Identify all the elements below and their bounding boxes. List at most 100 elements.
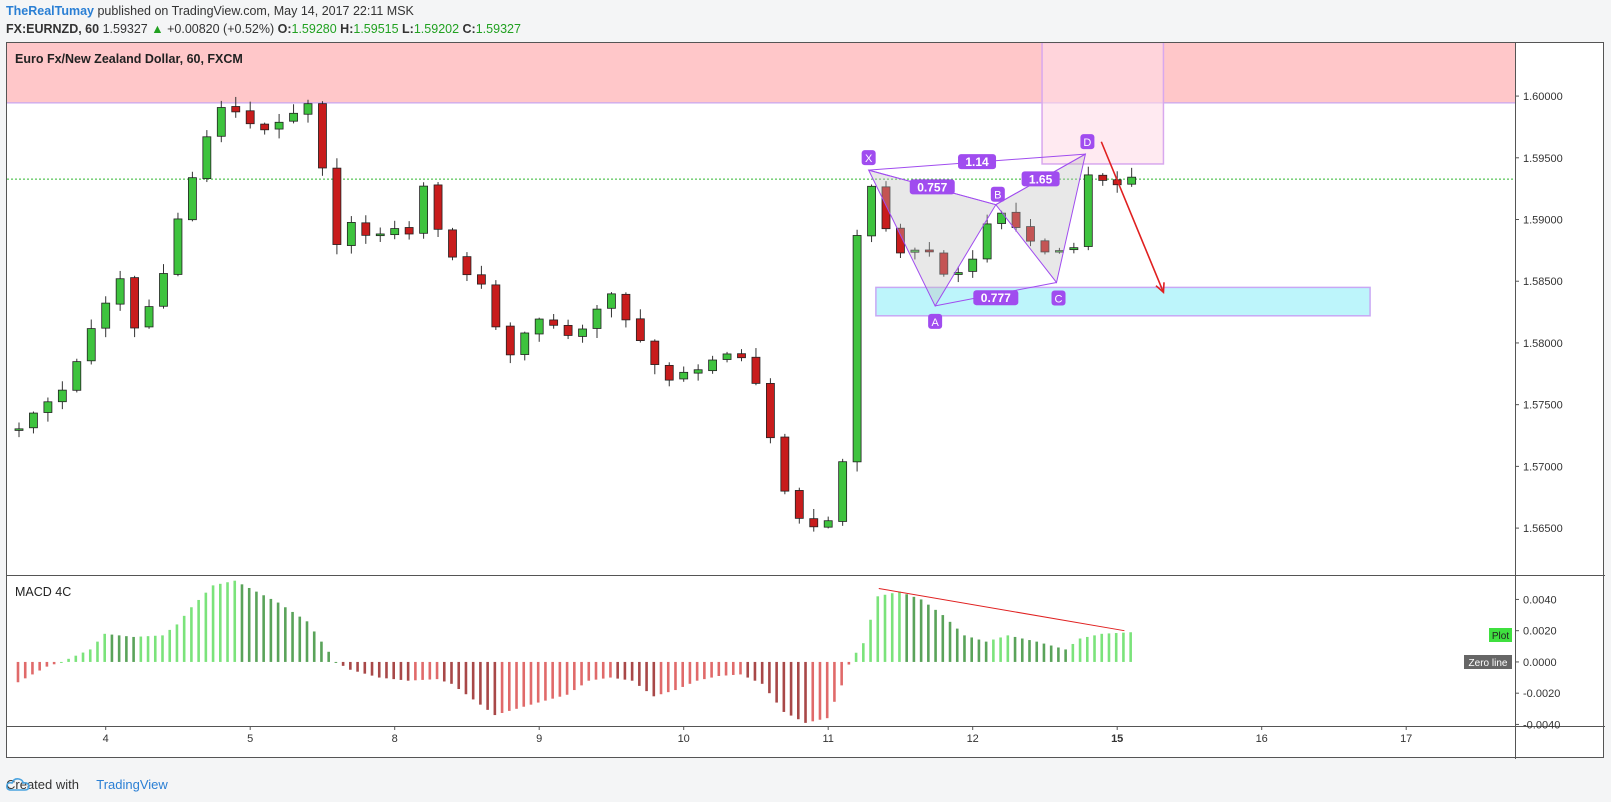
high-value: 1.59515	[353, 22, 399, 36]
macd-bar	[645, 661, 648, 692]
macd-tick-label: 0.0020	[1523, 626, 1557, 638]
macd-bar	[81, 652, 85, 662]
macd-bar	[565, 661, 569, 695]
price-tick-label: 1.56500	[1523, 523, 1563, 535]
macd-bar	[760, 661, 764, 684]
price-tick-label: 1.58000	[1523, 338, 1563, 350]
macd-tick-label: -0.0040	[1523, 719, 1560, 731]
candle-down	[260, 123, 270, 131]
pattern-point-label: C	[1055, 293, 1063, 305]
time-tick-label: 11	[822, 733, 833, 745]
macd-bar	[132, 636, 135, 662]
candle-down	[130, 277, 139, 329]
time-tick-label: 5	[247, 733, 253, 745]
macd-bar	[688, 661, 692, 684]
projection-arrow	[1100, 141, 1165, 293]
macd-bar	[638, 661, 641, 686]
macd-bar	[681, 661, 684, 687]
candle-down	[1011, 211, 1021, 228]
macd-bar	[399, 661, 403, 680]
macd-bar	[905, 594, 908, 662]
time-tick-label: 4	[103, 733, 109, 745]
macd-bar	[233, 580, 237, 662]
candle-up	[72, 361, 82, 391]
candle-down	[1098, 174, 1108, 181]
macd-bar	[1114, 633, 1118, 662]
candle-up	[693, 369, 703, 374]
macd-bar	[955, 628, 959, 662]
macd-bar	[16, 661, 20, 683]
legend-zero-label: Zero line	[1469, 658, 1508, 669]
macd-bar	[219, 583, 222, 662]
candle-up	[838, 461, 848, 522]
candle-up	[852, 235, 862, 463]
macd-bar	[977, 639, 981, 662]
candle-up	[173, 218, 183, 275]
macd-bar	[479, 661, 482, 705]
candle-up	[14, 428, 24, 431]
macd-bar	[963, 635, 966, 662]
macd-bar	[710, 661, 713, 678]
chart-frame[interactable]: 1.60000 1.59500 1.59000 1.58500 1.58000 1.575…	[6, 42, 1605, 759]
candle-up	[303, 103, 313, 115]
chart-svg[interactable]: 1.60000 1.59500 1.59000 1.58500 1.58000 1.575…	[7, 43, 1605, 759]
macd-bar	[797, 661, 800, 720]
close-value: 1.59327	[475, 22, 521, 36]
published-text: published on TradingView.com, May 14, 20…	[97, 4, 414, 18]
candle-down	[896, 227, 905, 254]
macd-bar	[247, 587, 251, 662]
up-arrow-icon: ▲	[151, 22, 164, 36]
macd-bar	[529, 661, 533, 705]
candle-up	[375, 233, 385, 237]
candle-up	[274, 121, 284, 130]
candle-up	[1127, 176, 1137, 185]
time-tick-label: 15	[1111, 733, 1123, 745]
macd-bar	[847, 661, 851, 665]
time-tick-label: 10	[678, 733, 690, 745]
macd-bar	[305, 621, 309, 662]
pattern-point-badge	[1051, 290, 1066, 306]
macd-bar	[1100, 633, 1104, 662]
macd-bar	[341, 661, 345, 666]
low-label: L:	[402, 22, 414, 36]
macd-bar	[544, 661, 547, 701]
macd-bar	[1129, 632, 1132, 662]
candle-up	[101, 302, 111, 329]
legend-plot-box	[1489, 628, 1512, 642]
macd-bar	[31, 661, 34, 675]
macd-bar	[1035, 641, 1039, 662]
candle-down	[549, 319, 559, 326]
candle-up	[722, 353, 732, 360]
macd-bar	[493, 661, 497, 716]
macd-bar	[717, 661, 721, 676]
macd-bar	[442, 661, 446, 682]
macd-bar	[666, 661, 670, 693]
macd-bar	[1006, 635, 1010, 662]
candle-up	[520, 332, 530, 355]
tradingview-link[interactable]: TradingView	[96, 777, 168, 792]
candle-down	[751, 356, 761, 384]
author-name[interactable]: TheRealTumay	[6, 4, 94, 18]
macd-bar	[876, 596, 880, 662]
macd-bar	[1107, 633, 1111, 662]
macd-bar	[854, 652, 858, 662]
macd-bar	[580, 661, 583, 686]
macd-bar	[630, 661, 634, 681]
macd-bar	[103, 633, 106, 662]
macd-bar	[146, 636, 150, 662]
macd-bar	[912, 596, 916, 662]
candle-down	[780, 436, 790, 492]
macd-bar	[601, 661, 605, 679]
pattern-point-label: D	[1083, 137, 1091, 149]
pattern-point-label: A	[931, 317, 939, 329]
macd-bar	[674, 661, 677, 691]
macd-bar	[919, 599, 923, 662]
time-tick-label: 12	[967, 733, 979, 745]
macd-bar	[471, 661, 475, 700]
last-price: 1.59327	[102, 22, 148, 36]
macd-bar	[1071, 643, 1075, 662]
macd-bar	[659, 661, 663, 695]
macd-bar	[96, 641, 99, 662]
macd-bar	[161, 635, 164, 662]
macd-bar	[941, 615, 945, 662]
